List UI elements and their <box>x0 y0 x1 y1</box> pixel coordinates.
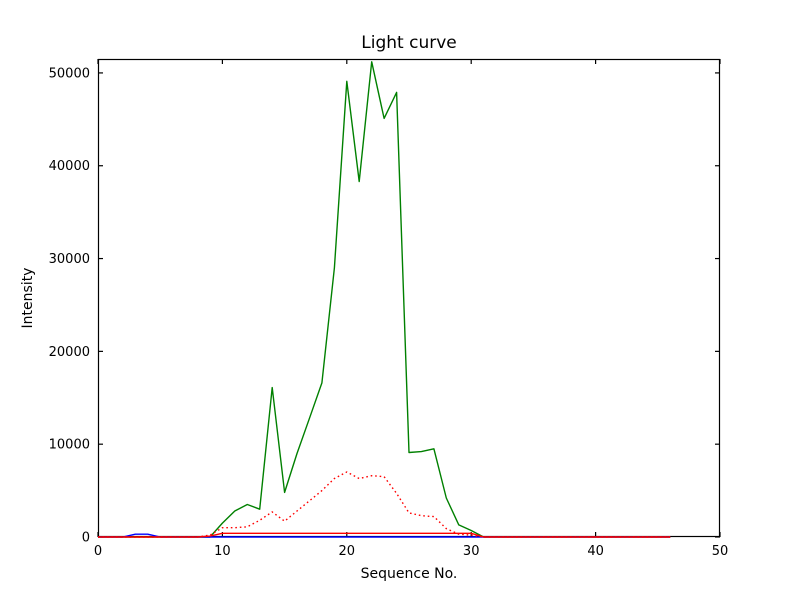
x-tick-label: 30 <box>463 544 480 559</box>
y-tick-label: 50000 <box>49 66 90 81</box>
y-tick-label: 30000 <box>49 252 90 267</box>
y-tick-label: 20000 <box>49 345 90 360</box>
y-tick-label: 40000 <box>49 159 90 174</box>
y-tick-label: 10000 <box>49 438 90 453</box>
x-tick-label: 10 <box>214 544 231 559</box>
x-tick-label: 0 <box>94 544 102 559</box>
x-tick-label: 50 <box>712 544 729 559</box>
x-tick-label: 40 <box>587 544 604 559</box>
series-red-dotted <box>98 471 671 538</box>
chart-title: Light curve <box>361 33 457 53</box>
series-red-solid <box>98 532 671 538</box>
series-green-solid <box>98 61 671 538</box>
x-tick-label: 20 <box>339 544 356 559</box>
plot-border <box>97 58 721 538</box>
y-tick-label: 0 <box>82 531 90 546</box>
x-axis-label: Sequence No. <box>360 566 458 582</box>
